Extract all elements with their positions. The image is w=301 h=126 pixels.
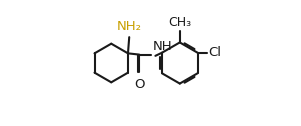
Text: NH: NH (152, 40, 172, 53)
Text: NH₂: NH₂ (117, 20, 142, 33)
Text: CH₃: CH₃ (168, 16, 191, 29)
Text: Cl: Cl (208, 46, 221, 59)
Text: O: O (134, 78, 144, 91)
